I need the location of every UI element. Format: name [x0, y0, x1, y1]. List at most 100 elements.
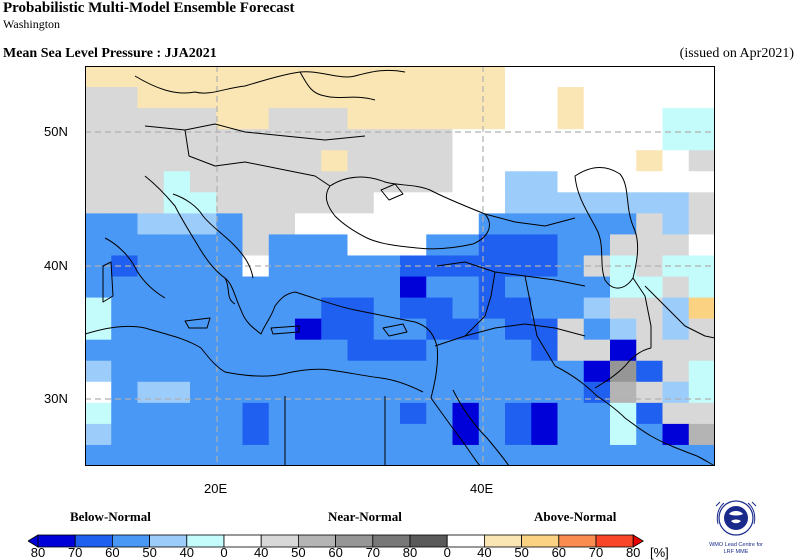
grid-cell	[111, 150, 138, 172]
legend-tick-label: 50	[514, 545, 529, 560]
grid-cell	[321, 339, 348, 362]
grid-cell	[478, 150, 506, 172]
grid-cell	[216, 402, 243, 425]
grid-cell	[242, 192, 270, 214]
grid-cell	[163, 192, 191, 214]
grid-cell	[85, 276, 112, 299]
grid-cell	[557, 213, 585, 235]
grid-cell	[242, 423, 270, 446]
grid-cell	[190, 255, 217, 278]
grid-cell	[295, 129, 322, 151]
grid-cell	[662, 150, 690, 172]
grid-cell	[400, 276, 427, 299]
grid-cell	[216, 129, 243, 151]
lat-tick-30n: 30N	[44, 391, 68, 406]
grid-cell	[636, 66, 663, 88]
grid-cell	[557, 192, 585, 214]
grid-cell	[163, 276, 191, 299]
grid-cell	[583, 66, 611, 88]
chart-subtitle: Washington	[3, 17, 61, 31]
grid-cell	[400, 402, 427, 425]
grid-cell	[163, 339, 191, 362]
coastlines	[85, 69, 715, 466]
legend-tick-label: 80	[30, 545, 46, 560]
legend-arrow-right	[632, 534, 644, 548]
grid-cell	[347, 360, 375, 383]
grid-cell	[636, 360, 663, 383]
grid-cell	[373, 423, 401, 446]
grid-cell	[531, 213, 558, 235]
grid-cell	[216, 66, 243, 88]
grid-cell	[137, 339, 165, 362]
grid-cell	[216, 192, 243, 214]
grid-cell	[190, 276, 217, 299]
grid-cell	[688, 276, 715, 299]
grid-cell	[505, 129, 532, 151]
grid-cell	[295, 339, 322, 362]
lat-tick-50n: 50N	[44, 124, 68, 139]
grid-cell	[163, 381, 191, 404]
grid-cell	[662, 276, 690, 299]
grid-cell	[111, 276, 138, 299]
grid-cell	[636, 318, 663, 341]
grid-cell	[321, 213, 348, 235]
grid-cell	[242, 171, 270, 193]
grid-cell	[163, 150, 191, 172]
grid-cell	[452, 192, 480, 214]
grid-cell	[636, 276, 663, 299]
grid-cell	[373, 87, 401, 109]
grid-cell	[478, 318, 506, 341]
grid-cell	[452, 87, 480, 109]
grid-cell	[478, 402, 506, 425]
legend-tick-label: 0	[443, 545, 451, 560]
grid-cell	[295, 402, 322, 425]
grid-cell	[190, 297, 217, 320]
grid-cell	[583, 423, 611, 446]
grid-cell	[137, 129, 165, 151]
legend-unit: [%]	[650, 545, 669, 560]
grid-cell	[137, 297, 165, 320]
grid-cell	[268, 129, 296, 151]
grid-cell	[216, 171, 243, 193]
grid-cell	[373, 360, 401, 383]
grid-cell	[216, 150, 243, 172]
grid-cell	[426, 87, 453, 109]
grid-cell	[373, 318, 401, 341]
wmo-emblem-icon	[715, 500, 757, 536]
grid-cell	[426, 297, 453, 320]
category-above-normal: Above-Normal	[534, 509, 617, 524]
grid-cell	[610, 171, 637, 193]
grid-cell	[557, 339, 585, 362]
grid-cell	[400, 234, 427, 256]
grid-cell	[557, 360, 585, 383]
grid-cell	[163, 234, 191, 256]
grid-cell	[478, 213, 506, 235]
grid-cell	[216, 360, 243, 383]
grid-cell	[610, 213, 637, 235]
grid-cell	[190, 318, 217, 341]
grid-cell	[610, 150, 637, 172]
legend-tick-label: 0	[220, 545, 228, 560]
grid-cell	[505, 339, 532, 362]
grid-cell	[505, 297, 532, 320]
grid-cell	[295, 150, 322, 172]
legend-tick-label: 40	[179, 545, 195, 560]
grid-cell	[583, 234, 611, 256]
grid-cell	[137, 423, 165, 446]
grid-cell	[85, 129, 112, 151]
grid-cell	[662, 66, 690, 88]
grid-cell	[531, 129, 558, 151]
grid-cell	[688, 297, 715, 320]
grid-cell	[216, 297, 243, 320]
grid-cell	[216, 339, 243, 362]
grid-cell	[85, 297, 112, 320]
grid-cell	[295, 444, 322, 466]
grid-cell	[321, 255, 348, 278]
grid-cell	[505, 360, 532, 383]
logo-line2: LRF MME	[724, 549, 749, 555]
grid-cell	[531, 360, 558, 383]
grid-cell	[478, 87, 506, 109]
grid-cell	[610, 339, 637, 362]
grid-cell	[137, 213, 165, 235]
wmo-logo: WMO Lead Centre for LRF MME	[709, 500, 763, 555]
